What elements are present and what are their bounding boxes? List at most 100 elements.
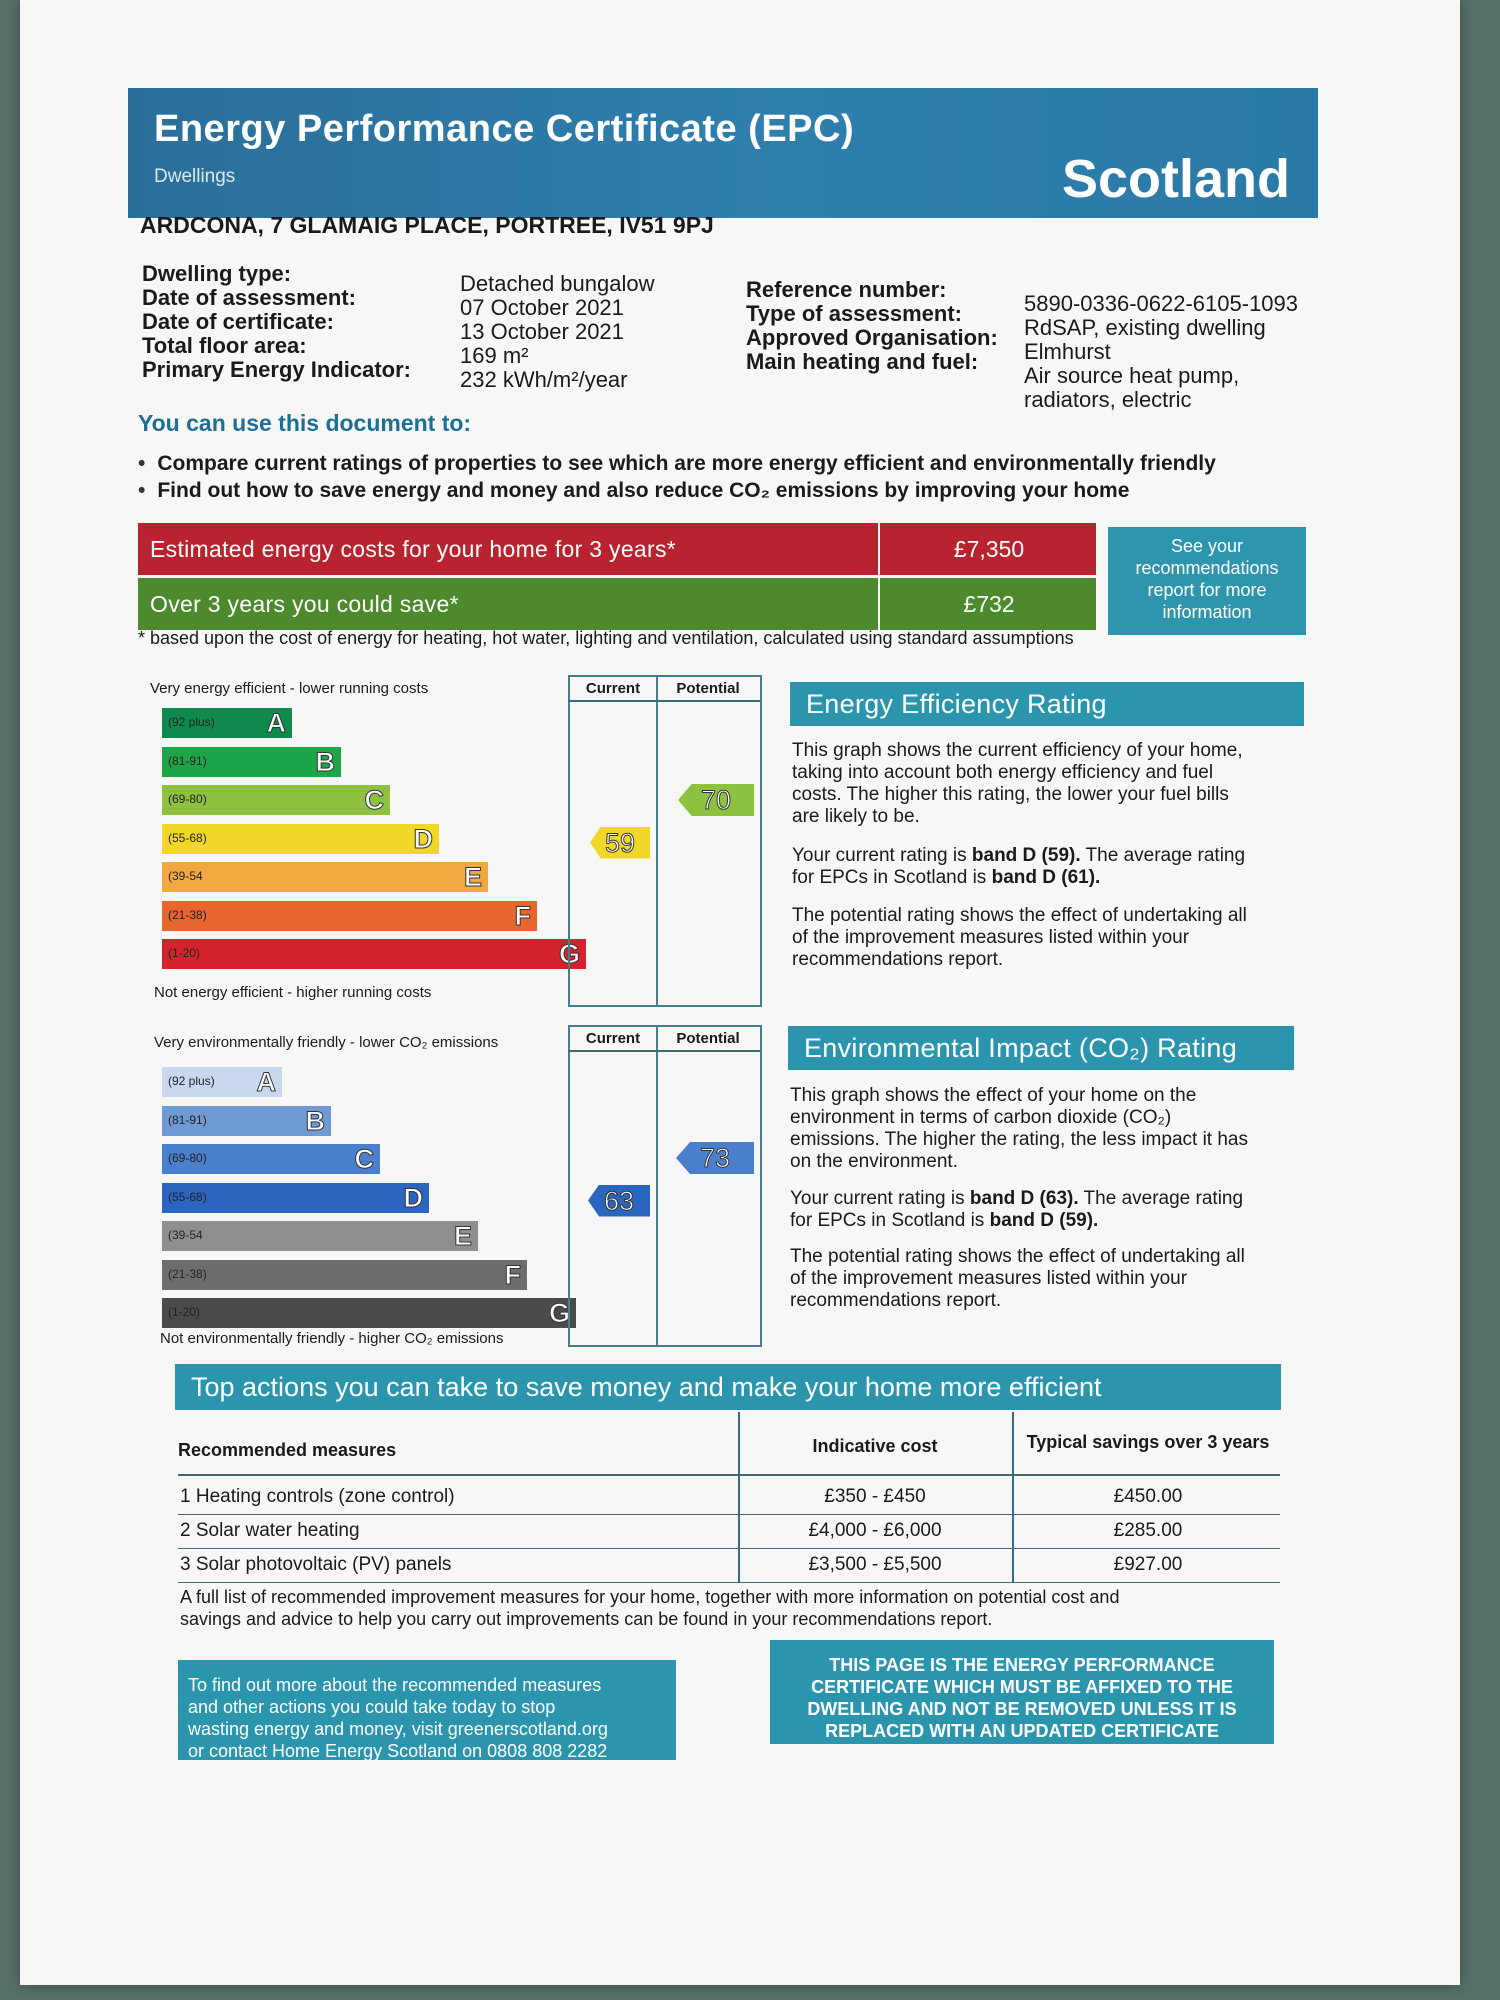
band-range: (81-91) bbox=[168, 1112, 207, 1127]
env-band-c: (69-80) C bbox=[162, 1144, 380, 1175]
text-fragment: band D (63). bbox=[969, 1188, 1079, 1209]
table-row-line bbox=[178, 1582, 1280, 1583]
detail-value: radiators, electric bbox=[1024, 387, 1192, 412]
band-letter: F bbox=[504, 1259, 521, 1290]
text-fragment: Your current rating is bbox=[792, 845, 972, 866]
text-line: DWELLING AND NOT BE REMOVED UNLESS IT IS bbox=[807, 1699, 1237, 1719]
env-current-statement: Your current rating is band D (63). The … bbox=[790, 1188, 1243, 1232]
column-divider bbox=[656, 1025, 658, 1345]
text-line: or contact Home Energy Scotland on 0808 … bbox=[188, 1741, 608, 1761]
text-line: CERTIFICATE WHICH MUST BE AFFIXED TO THE bbox=[811, 1677, 1233, 1697]
band-range: (69-80) bbox=[168, 792, 207, 806]
text-line: of the improvement measures listed withi… bbox=[792, 927, 1190, 948]
column-header-line bbox=[568, 700, 760, 702]
use-heading: You can use this document to: bbox=[138, 410, 472, 436]
band-letter: C bbox=[364, 785, 384, 816]
cost-cell: £3,500 - £5,500 bbox=[808, 1554, 942, 1575]
text-fragment: The average rating bbox=[1078, 1188, 1244, 1209]
env-potential-statement: The potential rating shows the effect of… bbox=[790, 1246, 1245, 1312]
text-fragment: band D (59). bbox=[989, 1210, 1099, 1231]
energy-bottom-caption: Not energy efficient - higher running co… bbox=[154, 984, 432, 1001]
detail-label: Total floor area: bbox=[142, 333, 307, 358]
env-band-g: (1-20) G bbox=[162, 1298, 576, 1329]
text-line: The potential rating shows the effect of… bbox=[790, 1246, 1245, 1267]
band-letter: F bbox=[514, 900, 531, 931]
measure-cell: 2 Solar water heating bbox=[180, 1520, 360, 1541]
potential-savings-value: £732 bbox=[878, 578, 1098, 630]
energy-band-g: (1-20) G bbox=[162, 939, 586, 970]
energy-current-statement: Your current rating is band D (59). The … bbox=[792, 845, 1245, 889]
env-rating-columns bbox=[568, 1025, 762, 1347]
energy-band-f: (21-38) F bbox=[162, 900, 537, 931]
table-header-line bbox=[178, 1474, 1280, 1476]
column-divider bbox=[656, 675, 658, 1005]
energy-potential-value: 70 bbox=[700, 785, 732, 816]
estimated-costs-row: Estimated energy costs for your home for… bbox=[138, 523, 1096, 575]
detail-label: Approved Organisation: bbox=[746, 325, 998, 350]
details-right-values: 5890-0336-0622-6105-1093 RdSAP, existing… bbox=[1024, 292, 1298, 412]
band-letter: A bbox=[256, 1067, 276, 1098]
detail-value: 232 kWh/m²/year bbox=[460, 367, 628, 392]
energy-band-a: (92 plus) A bbox=[162, 708, 292, 739]
band-range: (21-38) bbox=[168, 1266, 207, 1281]
detail-label: Date of certificate: bbox=[142, 309, 334, 334]
text-line: REPLACED WITH AN UPDATED CERTIFICATE bbox=[825, 1721, 1219, 1741]
use-bullets: Compare current ratings of properties to… bbox=[138, 450, 1215, 504]
env-potential-rating: 73 bbox=[676, 1142, 754, 1174]
env-band-f: (21-38) F bbox=[162, 1259, 527, 1290]
band-letter: B bbox=[305, 1105, 325, 1136]
text-line: and other actions you could take today t… bbox=[188, 1697, 556, 1717]
certificate-page: Energy Performance Certificate (EPC) Dwe… bbox=[20, 0, 1460, 1985]
table-divider bbox=[1012, 1412, 1014, 1582]
detail-value: 5890-0336-0622-6105-1093 bbox=[1024, 291, 1299, 316]
band-range: (81-91) bbox=[168, 753, 207, 768]
text-line: wasting energy and money, visit greeners… bbox=[188, 1719, 608, 1739]
band-range: (39-54 bbox=[168, 869, 203, 883]
see-box-line: information bbox=[1162, 602, 1252, 622]
energy-band-d: (55-68) D bbox=[162, 823, 439, 854]
env-band-d: (55-68) D bbox=[162, 1182, 429, 1213]
see-box-line: See your bbox=[1170, 536, 1244, 556]
text-line: on the environment. bbox=[790, 1151, 958, 1172]
band-range: (92 plus) bbox=[168, 1074, 215, 1088]
text-line: A full list of recommended improvement m… bbox=[180, 1587, 1120, 1607]
detail-label: Date of assessment: bbox=[142, 285, 356, 310]
estimated-costs-label: Estimated energy costs for your home for… bbox=[150, 536, 677, 562]
text-line: This graph shows the current efficiency … bbox=[792, 740, 1243, 761]
energy-band-b: (81-91) B bbox=[162, 746, 341, 777]
potential-savings-row: Over 3 years you could save* £732 bbox=[138, 578, 1096, 630]
band-letter: D bbox=[403, 1182, 423, 1213]
band-letter: C bbox=[354, 1144, 374, 1175]
energy-potential-header: Potential bbox=[676, 680, 740, 697]
region-label: Scotland bbox=[1061, 149, 1290, 209]
savings-header: Typical savings over 3 years bbox=[1026, 1432, 1270, 1452]
detail-value: Detached bungalow bbox=[460, 271, 655, 296]
env-band-a: (92 plus) A bbox=[162, 1067, 282, 1098]
band-range: (39-54 bbox=[168, 1228, 203, 1242]
detail-value: RdSAP, existing dwelling bbox=[1024, 315, 1266, 340]
detail-value: 07 October 2021 bbox=[460, 295, 624, 320]
text-line: The potential rating shows the effect of… bbox=[792, 905, 1247, 926]
text-line: THIS PAGE IS THE ENERGY PERFORMANCE bbox=[829, 1655, 1215, 1675]
cost-cell: £350 - £450 bbox=[824, 1486, 926, 1507]
details-right-labels: Reference number: Type of assessment: Ap… bbox=[746, 278, 998, 374]
band-letter: B bbox=[315, 746, 335, 777]
band-range: (55-68) bbox=[168, 1189, 207, 1204]
text-line: environment in terms of carbon dioxide (… bbox=[790, 1107, 1172, 1128]
see-box-line: report for more bbox=[1147, 580, 1267, 600]
text-line: To find out more about the recommended m… bbox=[188, 1675, 602, 1695]
property-address: ARDCONA, 7 GLAMAIG PLACE, PORTREE, IV51 … bbox=[140, 212, 714, 238]
top-actions-heading: Top actions you can take to save money a… bbox=[175, 1364, 1281, 1410]
measure-cell: 3 Solar photovoltaic (PV) panels bbox=[180, 1554, 452, 1575]
band-range: (55-68) bbox=[168, 830, 207, 845]
table-row-line bbox=[178, 1514, 1280, 1515]
environmental-impact-heading: Environmental Impact (CO₂) Rating bbox=[788, 1026, 1294, 1070]
text-line: are likely to be. bbox=[792, 806, 920, 827]
detail-value: 169 m² bbox=[460, 343, 529, 368]
env-description: This graph shows the effect of your home… bbox=[790, 1085, 1248, 1173]
band-letter: E bbox=[463, 862, 482, 893]
text-fragment: for EPCs in Scotland is bbox=[792, 867, 992, 888]
page-title: Energy Performance Certificate (EPC) bbox=[154, 108, 855, 150]
env-bottom-caption: Not environmentally friendly - higher CO… bbox=[160, 1330, 504, 1347]
band-letter: G bbox=[548, 1298, 570, 1329]
